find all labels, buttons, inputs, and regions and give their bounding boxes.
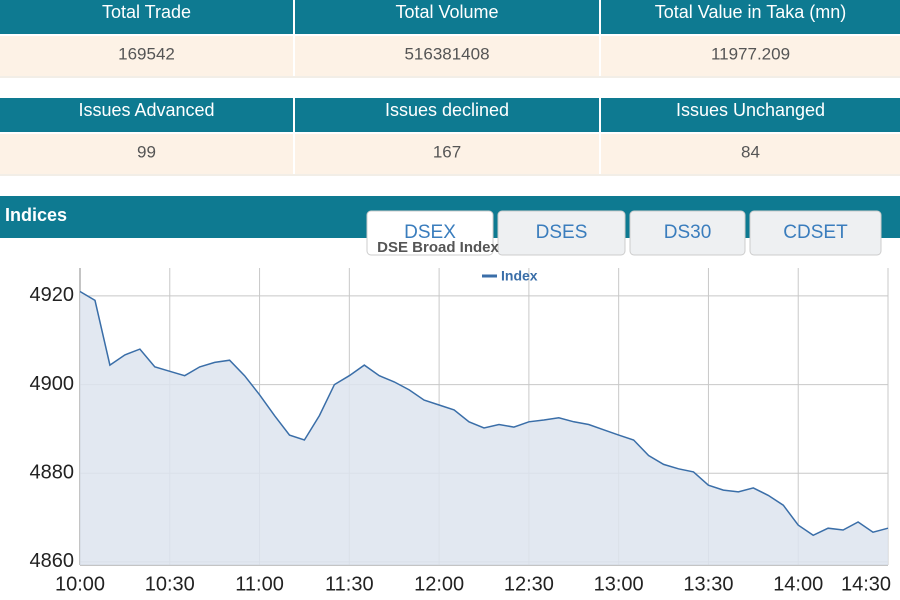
table-header-cell [295,98,599,132]
chart-title: DSE Broad Index [377,239,499,256]
table-value: 99 [137,142,156,161]
indices-title: Indices [5,205,67,225]
table-value: 169542 [118,44,175,63]
table-header: Total Value in Taka (mn) [655,2,846,22]
tab[interactable] [366,210,494,256]
table-header: Issues declined [385,100,509,120]
x-tick-label: 11:30 [325,573,374,595]
tab-label[interactable]: DS30 [664,222,712,243]
table-header: Total Trade [102,2,191,22]
tab[interactable] [629,210,746,256]
x-tick-label: 13:30 [683,573,733,595]
tab-label[interactable]: DSEX [404,222,456,243]
table-header-cell [601,98,900,132]
x-tick-label: 12:00 [414,573,464,595]
x-tick-label: 14:30 [841,573,891,595]
x-tick-label: 11:00 [235,573,284,595]
table-cell [601,36,900,76]
table-value: 167 [433,142,461,161]
table-cell [0,134,293,174]
x-tick-label: 10:30 [145,573,195,595]
table-header-cell [0,0,293,34]
table-cell [295,134,599,174]
x-tick-label: 10:00 [55,573,105,595]
tab-label[interactable]: DSES [536,222,588,243]
table-value: 84 [741,142,760,161]
table-value: 516381408 [404,44,489,63]
tab-label[interactable]: CDSET [783,222,848,243]
y-tick-label: 4900 [30,373,75,395]
table-header-cell [0,98,293,132]
tab[interactable] [749,210,882,256]
y-tick-label: 4860 [30,550,75,572]
line [79,290,889,537]
x-tick-label: 12:30 [504,573,554,595]
tab[interactable] [497,210,626,256]
table-header: Total Volume [395,2,498,22]
table-header-cell [295,0,599,34]
table-cell [601,134,900,174]
y-tick-label: 4880 [30,462,75,484]
x-tick-label: 13:00 [594,573,644,595]
table-value: 11977.209 [711,44,790,63]
table-header-cell [601,0,900,34]
table-header: Issues Advanced [78,100,214,120]
table-cell [295,36,599,76]
table-cell [0,36,293,76]
legend-label: Index [501,268,538,284]
y-tick-label: 4920 [30,284,75,306]
x-tick-label: 14:00 [773,573,823,595]
table-header: Issues Unchanged [676,100,825,120]
